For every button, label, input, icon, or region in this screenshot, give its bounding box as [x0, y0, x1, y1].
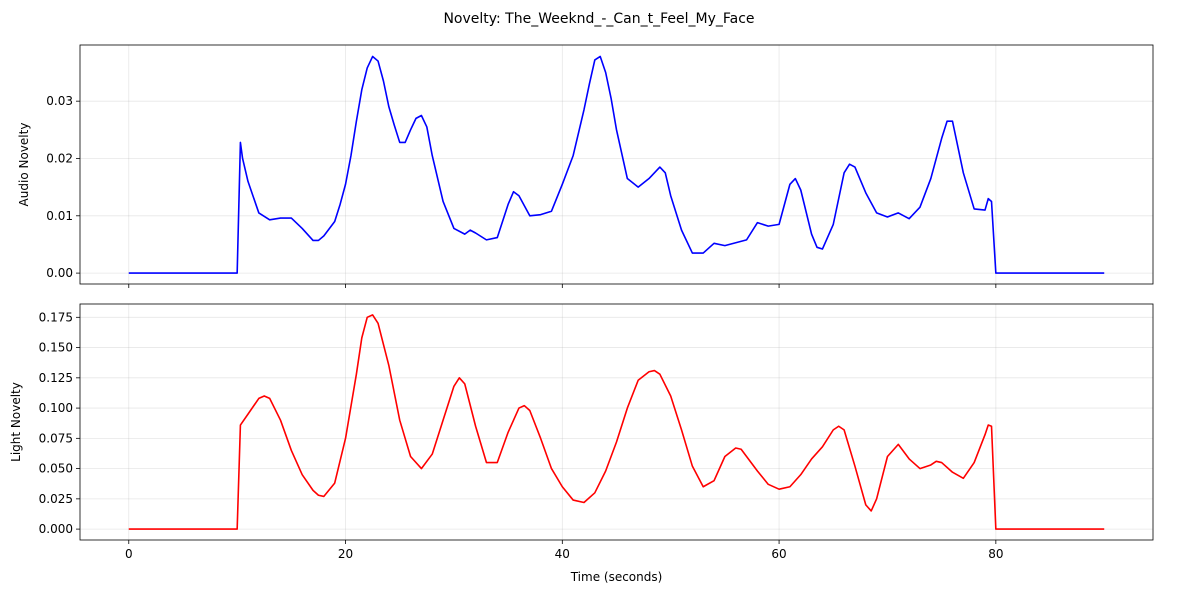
light-novelty-y-tick-label: 0.100 — [39, 401, 73, 415]
audio-novelty-series-line — [128, 55, 1105, 274]
light-novelty-y-axis-label: Light Novelty — [9, 382, 23, 462]
light-novelty-axes: 0 20 40 60 80 0.000 0.025 0.050 0.075 0.100 0.125 0… — [9, 303, 1154, 584]
figure-title: Novelty: The_Weeknd_-_Can_t_Feel_My_Face — [443, 11, 754, 27]
audio-novelty-y-tick-label: 0.03 — [46, 94, 73, 108]
audio-novelty-y-tick-label: 0.02 — [46, 151, 73, 165]
light-novelty-y-tick-label: 0.150 — [39, 341, 73, 355]
light-novelty-y-tick-label: 0.175 — [39, 310, 73, 324]
light-novelty-x-tick-label: 60 — [771, 547, 786, 561]
light-novelty-y-tick-label: 0.125 — [39, 371, 73, 385]
light-novelty-y-tick-label: 0.075 — [39, 431, 73, 445]
light-novelty-x-axis-label: Time (seconds) — [570, 570, 663, 584]
light-novelty-x-tick-label: 80 — [988, 547, 1003, 561]
audio-novelty-y-axis-label: Audio Novelty — [17, 123, 31, 207]
light-novelty-y-tick-label: 0.050 — [39, 462, 73, 476]
light-novelty-x-tick-label: 20 — [338, 547, 353, 561]
light-novelty-series-line — [128, 314, 1105, 530]
light-novelty-x-tick-label: 0 — [125, 547, 133, 561]
audio-novelty-axes: 0.00 0.01 0.02 0.03 Audio Novelty — [17, 44, 1154, 288]
light-novelty-plot-frame — [79, 303, 1154, 541]
audio-novelty-y-tick-label: 0.01 — [46, 209, 73, 223]
light-novelty-y-tick-label: 0.025 — [39, 492, 73, 506]
light-novelty-y-tick-label: 0.000 — [39, 522, 73, 536]
audio-novelty-plot-frame — [79, 44, 1154, 285]
audio-novelty-y-tick-label: 0.00 — [46, 266, 73, 280]
light-novelty-x-tick-label: 40 — [555, 547, 570, 561]
